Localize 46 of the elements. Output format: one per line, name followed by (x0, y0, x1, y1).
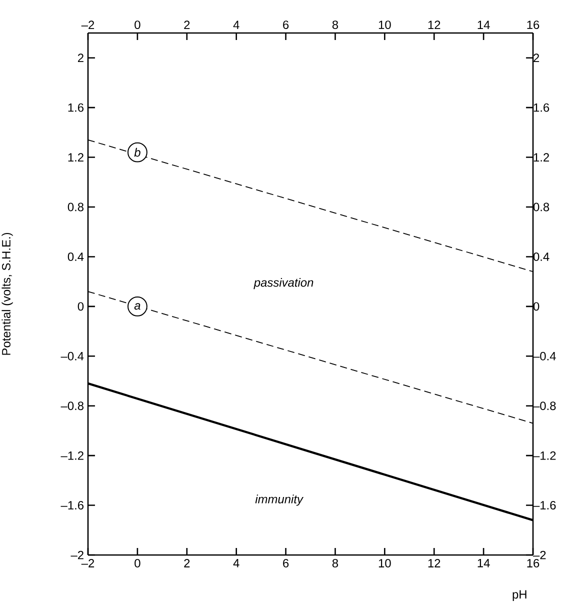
x-tick-label: 0 (134, 20, 140, 30)
y-tick-label: 2 (78, 54, 84, 62)
y2-tick-label: 2 (534, 54, 540, 62)
x-tick-label: 8 (332, 20, 338, 30)
annotation: a (134, 303, 140, 310)
x-tick-label: 12 (428, 20, 440, 30)
y-tick-label: 0.4 (68, 252, 84, 261)
annotation: b (134, 148, 140, 157)
x2-tick-label: 14 (478, 558, 490, 568)
x-tick-label: 14 (478, 20, 490, 30)
x2-tick-label: 16 (527, 558, 540, 568)
x2-tick-label: 6 (283, 558, 289, 568)
x-tick-label: 10 (378, 20, 391, 30)
y-tick-label: –1.2 (60, 451, 84, 460)
y2-tick-label: 0.4 (533, 252, 550, 261)
x2-tick-label: 10 (378, 558, 391, 568)
x2-tick-label: 8 (332, 558, 338, 568)
annotation: passivation (254, 278, 314, 290)
x2-tick-label: 0 (134, 558, 140, 568)
x-axis-title: pH (512, 590, 526, 601)
y-tick-label: 1.2 (68, 153, 84, 162)
y-tick-label: 0 (78, 302, 84, 311)
y2-tick-label: 1.6 (534, 103, 550, 112)
y2-tick-label: 0 (533, 302, 540, 311)
y-tick-label: 1.6 (68, 103, 84, 112)
y-axis-title: Potential (volts, S.H.E.) (2, 232, 13, 355)
x-tick-label: 4 (233, 20, 240, 30)
y2-tick-label: –1.2 (532, 451, 556, 460)
y2-tick-label: 1.2 (534, 153, 550, 162)
annotation: immunity (255, 494, 304, 506)
y2-tick-label: –0.4 (532, 352, 556, 360)
y-tick-label: –1.6 (60, 501, 84, 510)
x-tick-label: 16 (527, 20, 540, 30)
x2-tick-label: 12 (428, 558, 440, 568)
y2-tick-label: –2 (532, 550, 546, 560)
x-tick-label: 2 (184, 20, 190, 30)
x2-tick-label: 2 (184, 558, 190, 568)
y-tick-label: –0.8 (60, 402, 84, 410)
y-tick-label: 0.8 (68, 202, 84, 212)
y-tick-label: –0.4 (60, 352, 84, 360)
x-tick-label: 6 (283, 20, 289, 30)
y2-tick-label: –1.6 (532, 501, 556, 510)
y2-tick-label: –0.8 (532, 402, 556, 410)
y2-tick-label: 0.8 (533, 202, 550, 212)
x2-tick-label: 4 (233, 558, 240, 568)
y-tick-label: –2 (70, 550, 84, 560)
